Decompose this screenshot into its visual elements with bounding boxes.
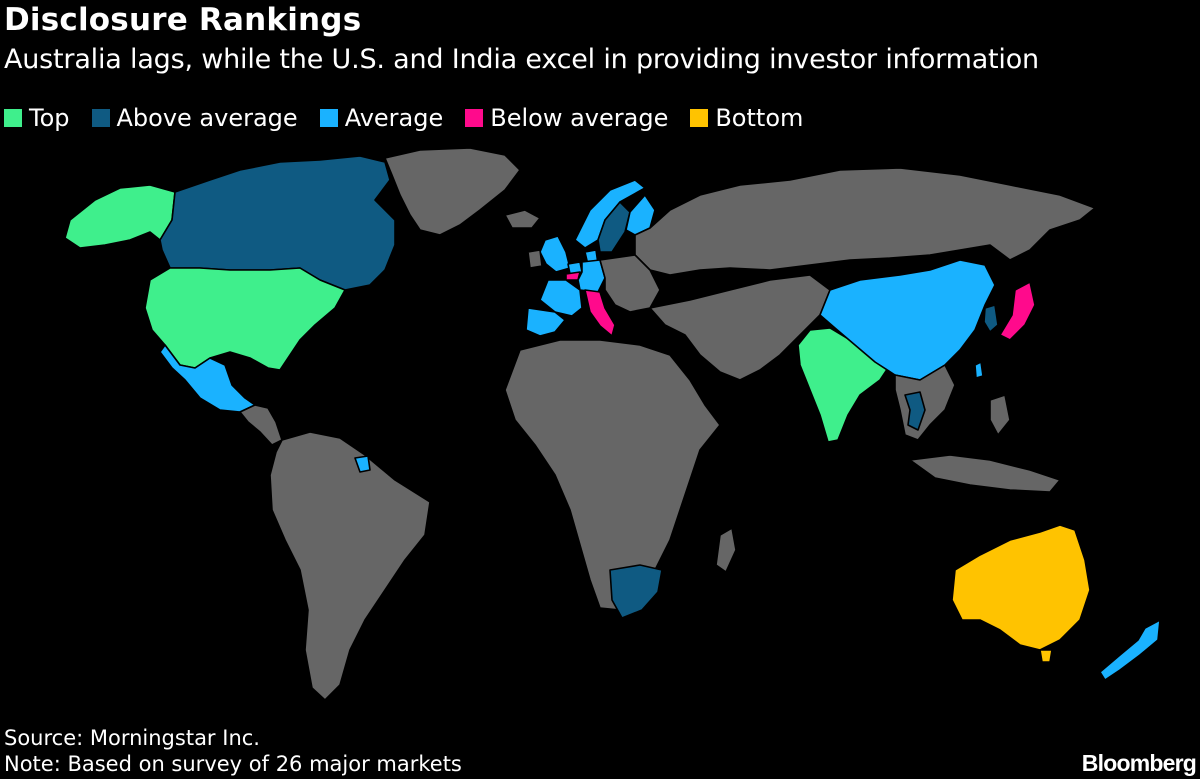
- region-canada: [159, 155, 396, 291]
- region-russia: [634, 167, 1096, 276]
- region-france: [539, 279, 583, 317]
- region-spain: [525, 307, 566, 337]
- region-taiwan: [974, 361, 984, 379]
- bloomberg-logo: Bloomberg: [1081, 750, 1197, 776]
- region-ireland: [527, 249, 543, 269]
- legend-label-average: Average: [344, 104, 444, 132]
- region-italy: [584, 289, 616, 337]
- region-eastern-europe: [599, 254, 661, 313]
- legend-label-below-average: Below average: [490, 104, 669, 132]
- region-iceland: [504, 209, 541, 229]
- region-southeast-asia: [894, 364, 956, 441]
- legend: Top Above average Average Below average …: [4, 104, 825, 132]
- region-middle-east: [649, 274, 831, 381]
- legend-label-top: Top: [29, 104, 70, 132]
- legend-item-bottom: Bottom: [690, 104, 803, 132]
- region-new-zealand: [1099, 619, 1161, 681]
- legend-swatch-bottom: [690, 109, 709, 127]
- region-tasmania: [1039, 649, 1053, 663]
- legend-item-below-average: Below average: [465, 104, 668, 132]
- region-japan: [999, 281, 1036, 341]
- survey-note: Note: Based on survey of 26 major market…: [4, 752, 462, 776]
- region-australia: [951, 524, 1091, 651]
- legend-item-average: Average: [319, 104, 444, 132]
- region-china: [819, 259, 996, 381]
- legend-swatch-above-average: [91, 109, 110, 127]
- region-indonesia: [909, 454, 1061, 493]
- source-note: Source: Morningstar Inc.: [4, 726, 260, 750]
- chart-title: Disclosure Rankings: [4, 2, 362, 38]
- legend-item-above-average: Above average: [91, 104, 298, 132]
- world-map: [64, 147, 1161, 701]
- region-central-america: [239, 404, 283, 446]
- region-greenland: [384, 147, 521, 236]
- chart-subtitle: Australia lags, while the U.S. and India…: [4, 44, 1039, 75]
- region-united-kingdom: [539, 235, 571, 273]
- legend-swatch-top: [4, 109, 22, 127]
- region-alaska: [64, 184, 176, 249]
- region-korea: [983, 304, 999, 333]
- legend-swatch-average: [319, 109, 338, 127]
- legend-label-bottom: Bottom: [715, 104, 804, 132]
- region-thailand: [904, 391, 926, 431]
- region-south-africa: [609, 564, 663, 619]
- legend-swatch-below-average: [465, 109, 484, 127]
- region-united-states: [144, 267, 346, 371]
- region-guyana: [354, 455, 371, 473]
- region-south-america: [269, 431, 431, 701]
- legend-item-top: Top: [4, 104, 70, 132]
- region-madagascar: [715, 527, 737, 573]
- legend-label-above-average: Above average: [116, 104, 298, 132]
- region-africa: [504, 339, 721, 611]
- region-philippines: [989, 394, 1011, 436]
